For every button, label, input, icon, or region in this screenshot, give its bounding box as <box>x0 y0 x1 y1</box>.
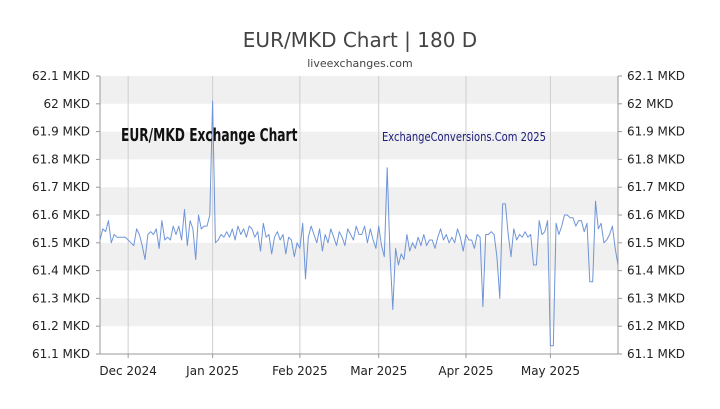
y-axis-ticks: 62.1 MKD 62.1 MKD 62 MKD 62 MKD 61.9 MKD 61.9… <box>32 69 685 361</box>
y-tick-label-left: 61.6 MKD <box>32 208 90 222</box>
y-tick-label-left: 61.7 MKD <box>32 180 90 194</box>
chart-subtitle: liveexchanges.com <box>307 57 412 70</box>
y-tick-label-left: 61.3 MKD <box>32 291 90 305</box>
watermark-text: ExchangeConversions.Com 2025 <box>382 129 546 145</box>
y-tick-label-left: 61.4 MKD <box>32 264 90 278</box>
y-tick-label-right: 61.8 MKD <box>627 152 685 166</box>
y-tick-label-left: 62 MKD <box>43 97 90 111</box>
grid-band <box>100 242 618 271</box>
grid-band <box>100 131 618 160</box>
y-tick-label-left: 61.5 MKD <box>32 236 90 250</box>
x-tick-label: Jan 2025 <box>185 364 239 378</box>
y-tick-label-left: 61.8 MKD <box>32 152 90 166</box>
y-tick-label-left: 62.1 MKD <box>32 69 90 83</box>
x-tick-label: May 2025 <box>521 364 580 378</box>
series-layer <box>99 100 619 347</box>
y-tick-label-right: 61.3 MKD <box>627 291 685 305</box>
grid-band <box>100 298 618 327</box>
y-tick-label-left: 61.1 MKD <box>32 347 90 361</box>
x-tick-label: Apr 2025 <box>438 364 493 378</box>
chart-title: EUR/MKD Chart | 180 D <box>243 28 477 52</box>
x-tick-label: Dec 2024 <box>99 364 157 378</box>
y-tick-label-left: 61.9 MKD <box>32 125 90 139</box>
x-tick-label: Mar 2025 <box>350 364 407 378</box>
y-tick-label-right: 61.5 MKD <box>627 236 685 250</box>
y-tick-label-left: 61.2 MKD <box>32 319 90 333</box>
x-axis-ticks: Dec 2024 Jan 2025 Feb 2025 Mar 2025 Apr 2025… <box>99 354 580 378</box>
grid-band <box>100 187 618 215</box>
y-tick-label-right: 61.6 MKD <box>627 208 685 222</box>
y-tick-label-right: 61.9 MKD <box>627 125 685 139</box>
grid-band <box>100 76 618 104</box>
inner-chart-title: EUR/MKD Exchange Chart <box>121 124 298 145</box>
background-bands <box>100 76 618 327</box>
y-tick-label-right: 61.4 MKD <box>627 264 685 278</box>
y-tick-label-right: 61.7 MKD <box>627 180 685 194</box>
y-tick-label-right: 61.2 MKD <box>627 319 685 333</box>
y-tick-label-right: 62 MKD <box>627 97 674 111</box>
x-tick-label: Feb 2025 <box>272 364 328 378</box>
series-line <box>99 100 619 347</box>
y-tick-label-right: 62.1 MKD <box>627 69 685 83</box>
y-tick-label-right: 61.1 MKD <box>627 347 685 361</box>
